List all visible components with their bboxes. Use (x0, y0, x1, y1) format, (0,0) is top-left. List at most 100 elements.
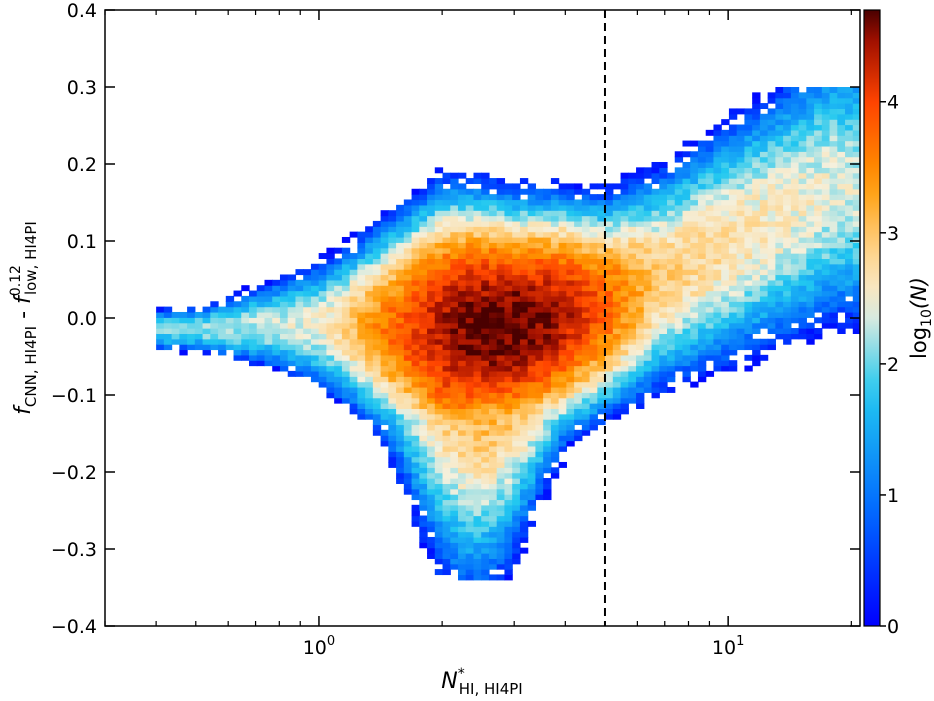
heatmap-cell (411, 472, 420, 479)
heatmap-cell (806, 263, 815, 270)
heatmap-cell (767, 253, 776, 260)
heatmap-cell (458, 569, 467, 576)
heatmap-cell (705, 247, 715, 254)
heatmap-cell (775, 145, 784, 152)
heatmap-cell (481, 376, 490, 383)
heatmap-cell (488, 247, 498, 254)
heatmap-cell (419, 440, 428, 447)
heatmap-cell (403, 386, 413, 393)
heatmap-cell (287, 317, 297, 324)
heatmap-cell (697, 333, 707, 340)
heatmap-cell (713, 317, 722, 324)
heatmap-cell (458, 536, 467, 543)
heatmap-cell (357, 354, 366, 361)
heatmap-cell (527, 392, 537, 399)
heatmap-cell (829, 129, 838, 136)
heatmap-cell (790, 161, 800, 168)
heatmap-cell (798, 226, 807, 233)
heatmap-cell (411, 429, 420, 436)
heatmap-cell (527, 231, 537, 238)
heatmap-cell (837, 124, 846, 131)
heatmap-cell (411, 317, 420, 324)
heatmap-cell (674, 285, 684, 292)
heatmap-cell (264, 295, 273, 302)
heatmap-cell (450, 419, 459, 426)
heatmap-cell (380, 226, 389, 233)
heatmap-cell (303, 295, 312, 302)
heatmap-cell (821, 194, 831, 201)
heatmap-cell (612, 183, 622, 190)
heatmap-cell (527, 210, 537, 217)
heatmap-cell (442, 215, 451, 222)
heatmap-cell (434, 558, 444, 565)
heatmap-cell (845, 290, 854, 297)
heatmap-cell (543, 210, 552, 217)
heatmap-cell (550, 349, 560, 356)
heatmap-cell (550, 317, 560, 324)
heatmap-cell (450, 370, 459, 377)
heatmap-cell (837, 290, 846, 297)
heatmap-cell (512, 456, 521, 463)
heatmap-cell (442, 194, 451, 201)
heatmap-cell (821, 247, 831, 254)
heatmap-cell (519, 269, 529, 276)
heatmap-cell (612, 242, 622, 249)
heatmap-cell (411, 263, 420, 270)
heatmap-cell (450, 263, 459, 270)
heatmap-cell (651, 210, 660, 217)
heatmap-cell (566, 360, 575, 367)
heatmap-cell (814, 140, 823, 147)
heatmap-cell (434, 440, 444, 447)
heatmap-cell (326, 360, 335, 367)
heatmap-cell (458, 306, 467, 313)
heatmap-cell (403, 483, 413, 490)
heatmap-cell (829, 92, 838, 99)
heatmap-cell (411, 370, 420, 377)
heatmap-cell (806, 253, 815, 260)
heatmap-cell (790, 311, 800, 318)
heatmap-cell (341, 328, 351, 334)
heatmap-cell (396, 386, 405, 393)
heatmap-cell (365, 295, 374, 302)
heatmap-cell (628, 242, 637, 249)
heatmap-cell (427, 322, 436, 329)
heatmap-cell (163, 344, 173, 351)
heatmap-cell (581, 429, 591, 436)
heatmap-cell (597, 274, 606, 281)
heatmap-cell (612, 381, 622, 388)
heatmap-cell (388, 419, 397, 426)
heatmap-cell (558, 392, 567, 399)
heatmap-cell (690, 156, 699, 163)
heatmap-cell (450, 488, 459, 495)
heatmap-cell (496, 376, 506, 383)
heatmap-cell (543, 253, 552, 260)
heatmap-cell (767, 236, 776, 243)
heatmap-cell (852, 306, 860, 313)
heatmap-cell (705, 145, 715, 152)
heatmap-cell (427, 247, 436, 254)
heatmap-cell (837, 279, 846, 286)
heatmap-cell (597, 242, 606, 249)
heatmap-cell (341, 365, 351, 372)
heatmap-cell (256, 354, 266, 361)
heatmap-cell (550, 279, 560, 286)
heatmap-cell (566, 210, 575, 217)
heatmap-cell (496, 188, 506, 195)
heatmap-cell (388, 435, 397, 442)
heatmap-cell (736, 290, 746, 297)
heatmap-cell (210, 306, 219, 313)
heatmap-cell (504, 210, 513, 217)
heatmap-cell (303, 285, 312, 292)
heatmap-cell (697, 231, 707, 238)
heatmap-cell (643, 279, 653, 286)
heatmap-cell (473, 424, 482, 431)
heatmap-cell (512, 274, 521, 281)
heatmap-cell (581, 231, 591, 238)
heatmap-cell (318, 328, 328, 334)
heatmap-cell (697, 301, 707, 308)
heatmap-cell (527, 295, 537, 302)
heatmap-cell (659, 188, 668, 195)
heatmap-cell (736, 231, 746, 238)
heatmap-cell (403, 354, 413, 361)
heatmap-cell (450, 328, 459, 334)
